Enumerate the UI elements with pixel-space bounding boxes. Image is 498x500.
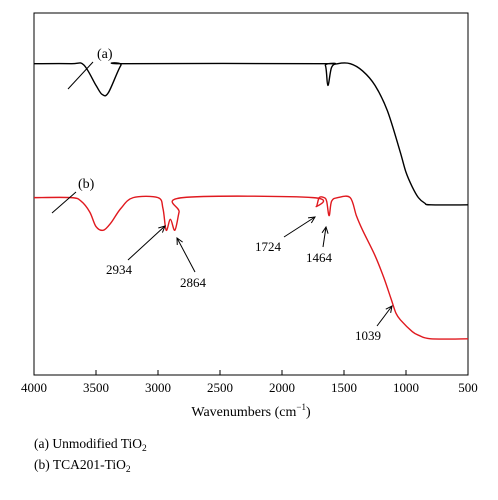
peak-label: 1464 — [306, 250, 333, 265]
annotation-arrow — [176, 237, 196, 273]
legend-b-subscript: 2 — [125, 465, 131, 475]
series-line-b — [33, 195, 469, 340]
annotation-arrowhead — [385, 305, 393, 313]
series-line-a — [33, 62, 469, 206]
curve-label-leader — [51, 191, 77, 214]
x-axis-ticks: 4000 3500 3000 2500 2000 1500 1000 500 — [21, 370, 478, 395]
curve-label-b: (b) — [78, 177, 95, 192]
peak-label: 2934 — [106, 262, 133, 277]
x-tick-label: 1000 — [393, 380, 419, 395]
plot-frame — [33, 12, 469, 376]
peak-label: 2864 — [180, 275, 207, 290]
annotation-arrow — [322, 226, 327, 248]
curve-label-a: (a) — [97, 47, 113, 62]
spectra-curves — [33, 62, 469, 340]
legend-a-subscript: 2 — [142, 444, 147, 454]
curve-label-leader — [67, 61, 94, 90]
annotation-arrowhead — [307, 216, 316, 224]
annotation-arrowhead — [321, 225, 329, 234]
legend-a-text: (a) Unmodified TiO — [34, 436, 142, 451]
x-axis-label: Wavenumbers (cm−1) — [191, 402, 311, 420]
peak-label: 1039 — [355, 328, 381, 343]
annotation-arrow — [376, 305, 393, 327]
annotation-arrow — [283, 216, 316, 238]
x-tick-label: 4000 — [21, 380, 47, 395]
legend-entry-b: (b) TCA201-TiO2 — [34, 457, 131, 475]
x-tick-label: 1500 — [331, 380, 357, 395]
peak-label: 1724 — [255, 239, 282, 254]
peak-annotations: (a) (b) 2934 2864 1724 1464 1039 — [51, 47, 393, 343]
x-tick-label: 3500 — [83, 380, 109, 395]
x-tick-label: 500 — [458, 380, 478, 395]
annotation-arrowhead — [158, 225, 166, 233]
annotation-arrowhead — [176, 236, 183, 246]
annotation-arrow — [127, 225, 166, 261]
x-tick-label: 3000 — [145, 380, 171, 395]
legend-entry-a: (a) Unmodified TiO2 — [34, 436, 147, 454]
legend-b-text: (b) TCA201-TiO — [34, 457, 126, 472]
x-tick-label: 2000 — [269, 380, 295, 395]
x-tick-label: 2500 — [207, 380, 233, 395]
